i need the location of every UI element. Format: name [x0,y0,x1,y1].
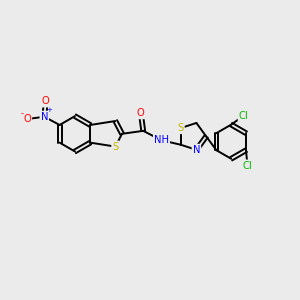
Text: N: N [40,112,48,122]
Text: Cl: Cl [239,111,248,121]
Text: O: O [42,96,50,106]
Text: S: S [178,123,184,133]
Text: Cl: Cl [243,160,252,170]
Text: +: + [46,107,52,113]
Text: O: O [137,108,145,118]
Text: -: - [21,109,24,118]
Text: NH: NH [154,135,169,145]
Text: S: S [112,142,119,152]
Text: O: O [23,114,31,124]
Text: N: N [193,145,200,155]
